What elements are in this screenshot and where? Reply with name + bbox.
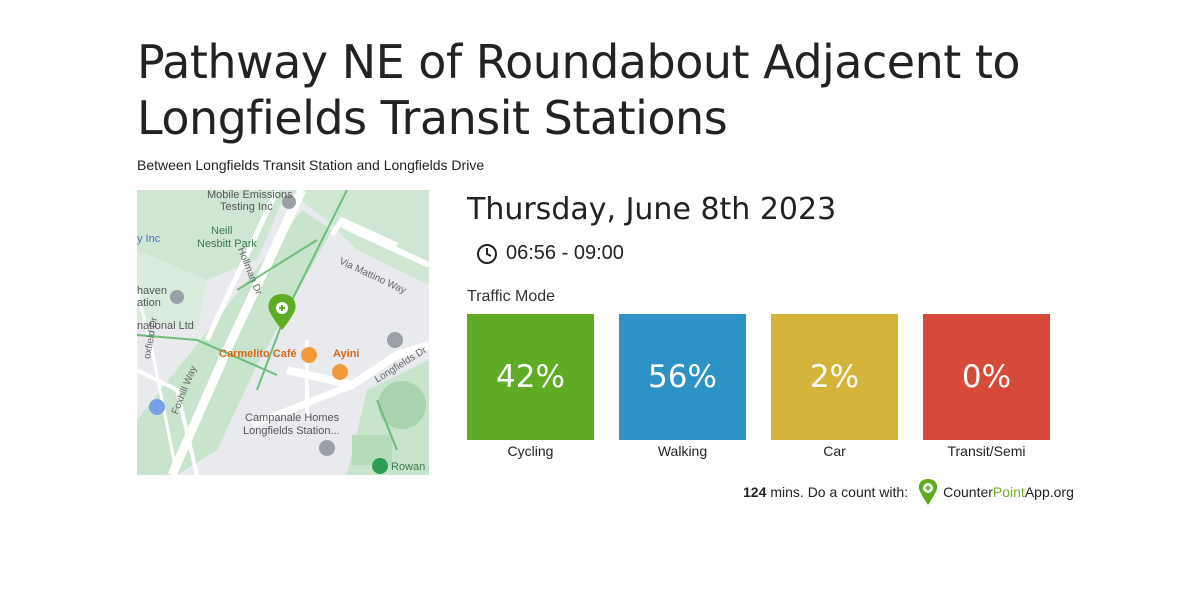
counterpoint-pin-icon: [918, 479, 938, 505]
map-label-mobile-emissions: Mobile Emissions: [207, 190, 293, 201]
mode-label-car: Car: [823, 443, 846, 459]
map-label-neill: Neill: [211, 225, 233, 237]
mode-value-cycling: 42%: [496, 359, 565, 395]
map-label-ation: ation: [137, 297, 161, 309]
counterpoint-link[interactable]: CounterPointApp.org: [943, 484, 1074, 500]
traffic-mode-title: Traffic Mode: [467, 288, 556, 305]
mode-label-cycling: Cycling: [507, 443, 554, 459]
mode-value-transit: 0%: [961, 359, 1012, 395]
map-label-campanale-homes: Campanale Homes: [245, 412, 340, 424]
brand-counter: Counter: [943, 484, 993, 500]
mode-label-walking: Walking: [657, 443, 708, 459]
map-label-y-inc: y Inc: [137, 233, 161, 245]
location-map[interactable]: Mobile Emissions Testing Inc Neill Nesbi…: [137, 190, 429, 475]
clock-icon: [477, 243, 497, 264]
map-label-haven: haven: [137, 285, 167, 297]
map-label-nesbitt-park: Nesbitt Park: [197, 238, 257, 250]
mode-tile-car: 2%: [771, 314, 898, 440]
map-label-carmelito-cafe: Carmelito Café: [219, 348, 297, 360]
minutes-count: 124: [743, 484, 767, 500]
mode-tile-cycling: 42%: [467, 314, 594, 440]
map-label-testing-inc: Testing Inc: [220, 201, 273, 213]
mode-tile-transit: 0%: [923, 314, 1050, 440]
mode-value-walking: 56%: [648, 359, 717, 395]
map-label-national-ltd: national Ltd: [137, 320, 194, 332]
mode-label-transit: Transit/Semi: [947, 443, 1026, 459]
mode-value-car: 2%: [809, 359, 860, 395]
session-date: Thursday, June 8th 2023: [467, 192, 837, 227]
brand-point: Point: [992, 484, 1025, 500]
map-label-rowan: Rowan: [391, 461, 426, 473]
time-row: 06:56 - 09:00: [476, 242, 624, 265]
map-label-longfields-station: Longfields Station...: [243, 425, 340, 437]
footer: 124 mins. Do a count with: CounterPointA…: [743, 478, 1074, 506]
map-graphic: [137, 190, 429, 475]
time-range: 06:56 - 09:00: [506, 242, 624, 264]
mode-tile-walking: 56%: [619, 314, 746, 440]
footer-text: mins. Do a count with:: [770, 484, 909, 500]
page-subtitle: Between Longfields Transit Station and L…: [137, 157, 485, 173]
page-title: Pathway NE of Roundabout Adjacent to Lon…: [137, 35, 1021, 145]
map-label-ayini: Ayini: [333, 348, 360, 360]
brand-app: App.org: [1024, 484, 1074, 500]
